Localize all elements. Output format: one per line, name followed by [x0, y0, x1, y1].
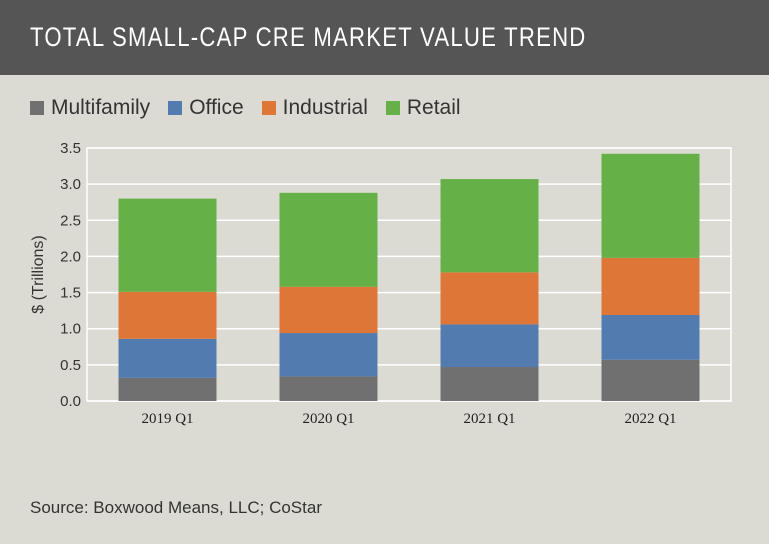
bar-office-2019-q1 [118, 338, 217, 378]
y-axis-label: $ (Trillions) [30, 235, 47, 314]
bar-multifamily-2021-q1 [440, 367, 539, 401]
legend-swatch [168, 101, 183, 115]
x-tick-label: 2022 Q1 [624, 411, 676, 427]
source-note: Source: Boxwood Means, LLC; CoStar [30, 498, 322, 517]
bar-office-2021-q1 [440, 324, 539, 368]
legend-item-office: Office [168, 96, 244, 120]
y-tick-label: 0.5 [60, 357, 81, 374]
bar-multifamily-2022-q1 [601, 359, 700, 401]
y-tick-label: 1.0 [60, 321, 81, 338]
legend-label: Office [189, 96, 244, 119]
legend-label: Multifamily [51, 96, 151, 119]
bar-retail-2021-q1 [440, 179, 539, 273]
legend-item-industrial: Industrial [261, 96, 368, 120]
legend-swatch [385, 101, 400, 115]
x-tick-label: 2020 Q1 [302, 411, 354, 427]
bar-office-2022-q1 [601, 314, 700, 360]
x-tick-label: 2021 Q1 [463, 411, 515, 427]
bar-industrial-2021-q1 [440, 272, 539, 325]
bar-industrial-2019-q1 [118, 291, 217, 339]
legend-swatch [30, 101, 44, 115]
bar-multifamily-2020-q1 [279, 376, 378, 401]
legend-item-retail: Retail [385, 96, 461, 120]
bar-industrial-2022-q1 [601, 257, 700, 315]
bar-multifamily-2019-q1 [118, 377, 217, 401]
y-tick-label: 1.5 [60, 285, 81, 302]
legend-label: Industrial [282, 96, 368, 119]
legend-swatch [261, 101, 276, 115]
y-tick-label: 3.5 [60, 140, 81, 157]
y-tick-label: 3.0 [60, 176, 81, 193]
y-tick-label: 0.0 [60, 393, 81, 410]
x-tick-label: 2019 Q1 [141, 411, 193, 427]
bar-office-2020-q1 [279, 333, 378, 377]
bar-retail-2020-q1 [279, 192, 378, 287]
bar-retail-2022-q1 [601, 153, 700, 258]
legend-label: Retail [406, 96, 461, 119]
chart-title: TOTAL SMALL-CAP CRE MARKET VALUE TREND [30, 22, 587, 52]
title-bar: TOTAL SMALL-CAP CRE MARKET VALUE TREND [0, 0, 769, 75]
bar-retail-2019-q1 [118, 198, 217, 292]
legend: Multifamily Office Industrial Retail [30, 96, 461, 120]
legend-item-multifamily: Multifamily [30, 96, 150, 120]
bar-industrial-2020-q1 [279, 286, 378, 334]
y-tick-label: 2.0 [60, 248, 81, 265]
y-tick-label: 2.5 [60, 212, 81, 229]
